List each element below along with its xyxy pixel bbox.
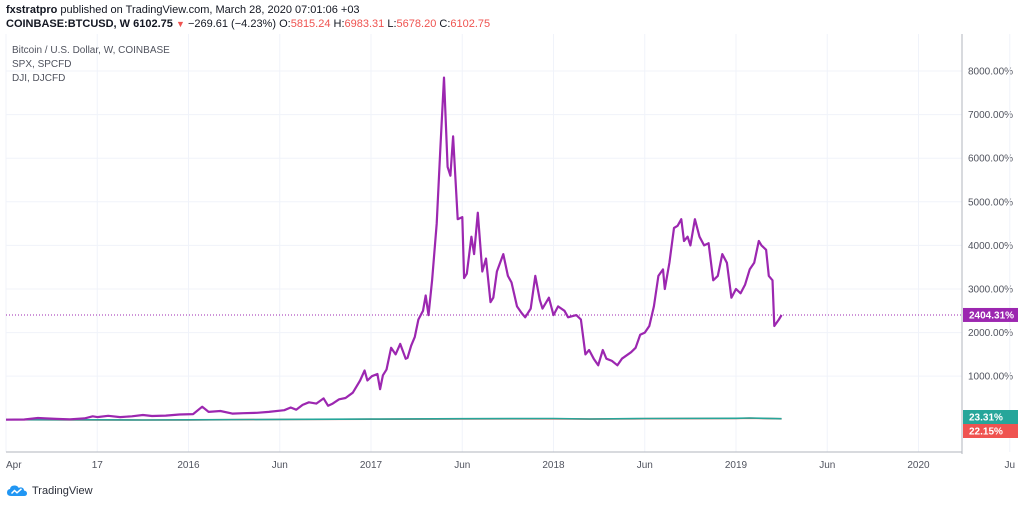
close-value: 6102.75 — [450, 18, 491, 30]
open-value: 5815.24 — [290, 18, 331, 30]
x-tick-label: Jun — [819, 460, 835, 471]
open-label: O: — [279, 18, 291, 30]
x-tick-label: 2017 — [360, 460, 383, 471]
legend-item-spx[interactable]: SPX, SPCFD — [12, 59, 72, 70]
x-tick-label: 17 — [92, 460, 104, 471]
close-label: C: — [439, 18, 451, 30]
series-line-btc[interactable] — [5, 76, 783, 421]
x-tick-label: 2019 — [725, 460, 748, 471]
last-value-badge-dji — [963, 410, 1018, 424]
legend-item-dji[interactable]: DJI, DJCFD — [12, 73, 66, 84]
high-label: H: — [333, 18, 345, 30]
low-value: 5678.20 — [396, 18, 437, 30]
y-tick-label: 7000.00% — [968, 110, 1013, 121]
x-tick-label: 2020 — [907, 460, 930, 471]
publisher-name[interactable]: fxstratpro — [6, 4, 58, 16]
series-line-dji[interactable] — [5, 417, 782, 421]
price-change: −269.61 (−4.23%) — [187, 18, 277, 30]
y-tick-label: 2000.00% — [968, 328, 1013, 339]
series-legend: Bitcoin / U.S. Dollar, W, COINBASE SPX, … — [12, 44, 170, 86]
y-tick-label: 5000.00% — [968, 197, 1013, 208]
symbol-label[interactable]: COINBASE:BTCUSD, W — [6, 18, 131, 30]
x-tick-label: Jun — [272, 460, 288, 471]
low-label: L: — [387, 18, 397, 30]
y-tick-label: 6000.00% — [968, 154, 1013, 165]
legend-item-btc[interactable]: Bitcoin / U.S. Dollar, W, COINBASE — [12, 45, 170, 56]
x-tick-label: Jun — [637, 460, 653, 471]
high-value: 6983.31 — [344, 18, 385, 30]
y-tick-label: 3000.00% — [968, 284, 1013, 295]
published-text: published on TradingView.com, March 28, … — [60, 4, 360, 16]
last-price: 6102.75 — [133, 18, 173, 30]
y-tick-label: 1000.00% — [968, 372, 1013, 383]
x-tick-label: Ju — [1004, 460, 1015, 471]
tradingview-label: TradingView — [32, 485, 93, 497]
x-tick-label: 2018 — [542, 460, 565, 471]
x-tick-label: 2016 — [177, 460, 200, 471]
y-tick-label: 8000.00% — [968, 67, 1013, 78]
last-value-label-spx: 22.15% — [969, 427, 1003, 438]
tradingview-cloud-icon — [7, 485, 27, 496]
last-value-badge-spx — [963, 424, 1018, 438]
last-value-label-dji: 23.31% — [969, 413, 1003, 424]
chart-header: fxstratpro published on TradingView.com,… — [6, 3, 490, 31]
change-down-icon: ▼ — [175, 19, 185, 29]
last-value-badge-btc — [963, 307, 1018, 322]
x-tick-label: Apr — [6, 460, 22, 471]
last-value-label-btc: 2404.31% — [969, 310, 1014, 321]
tradingview-branding[interactable]: TradingView — [6, 484, 93, 498]
y-tick-label: 4000.00% — [968, 241, 1013, 252]
x-tick-label: Jun — [454, 460, 470, 471]
